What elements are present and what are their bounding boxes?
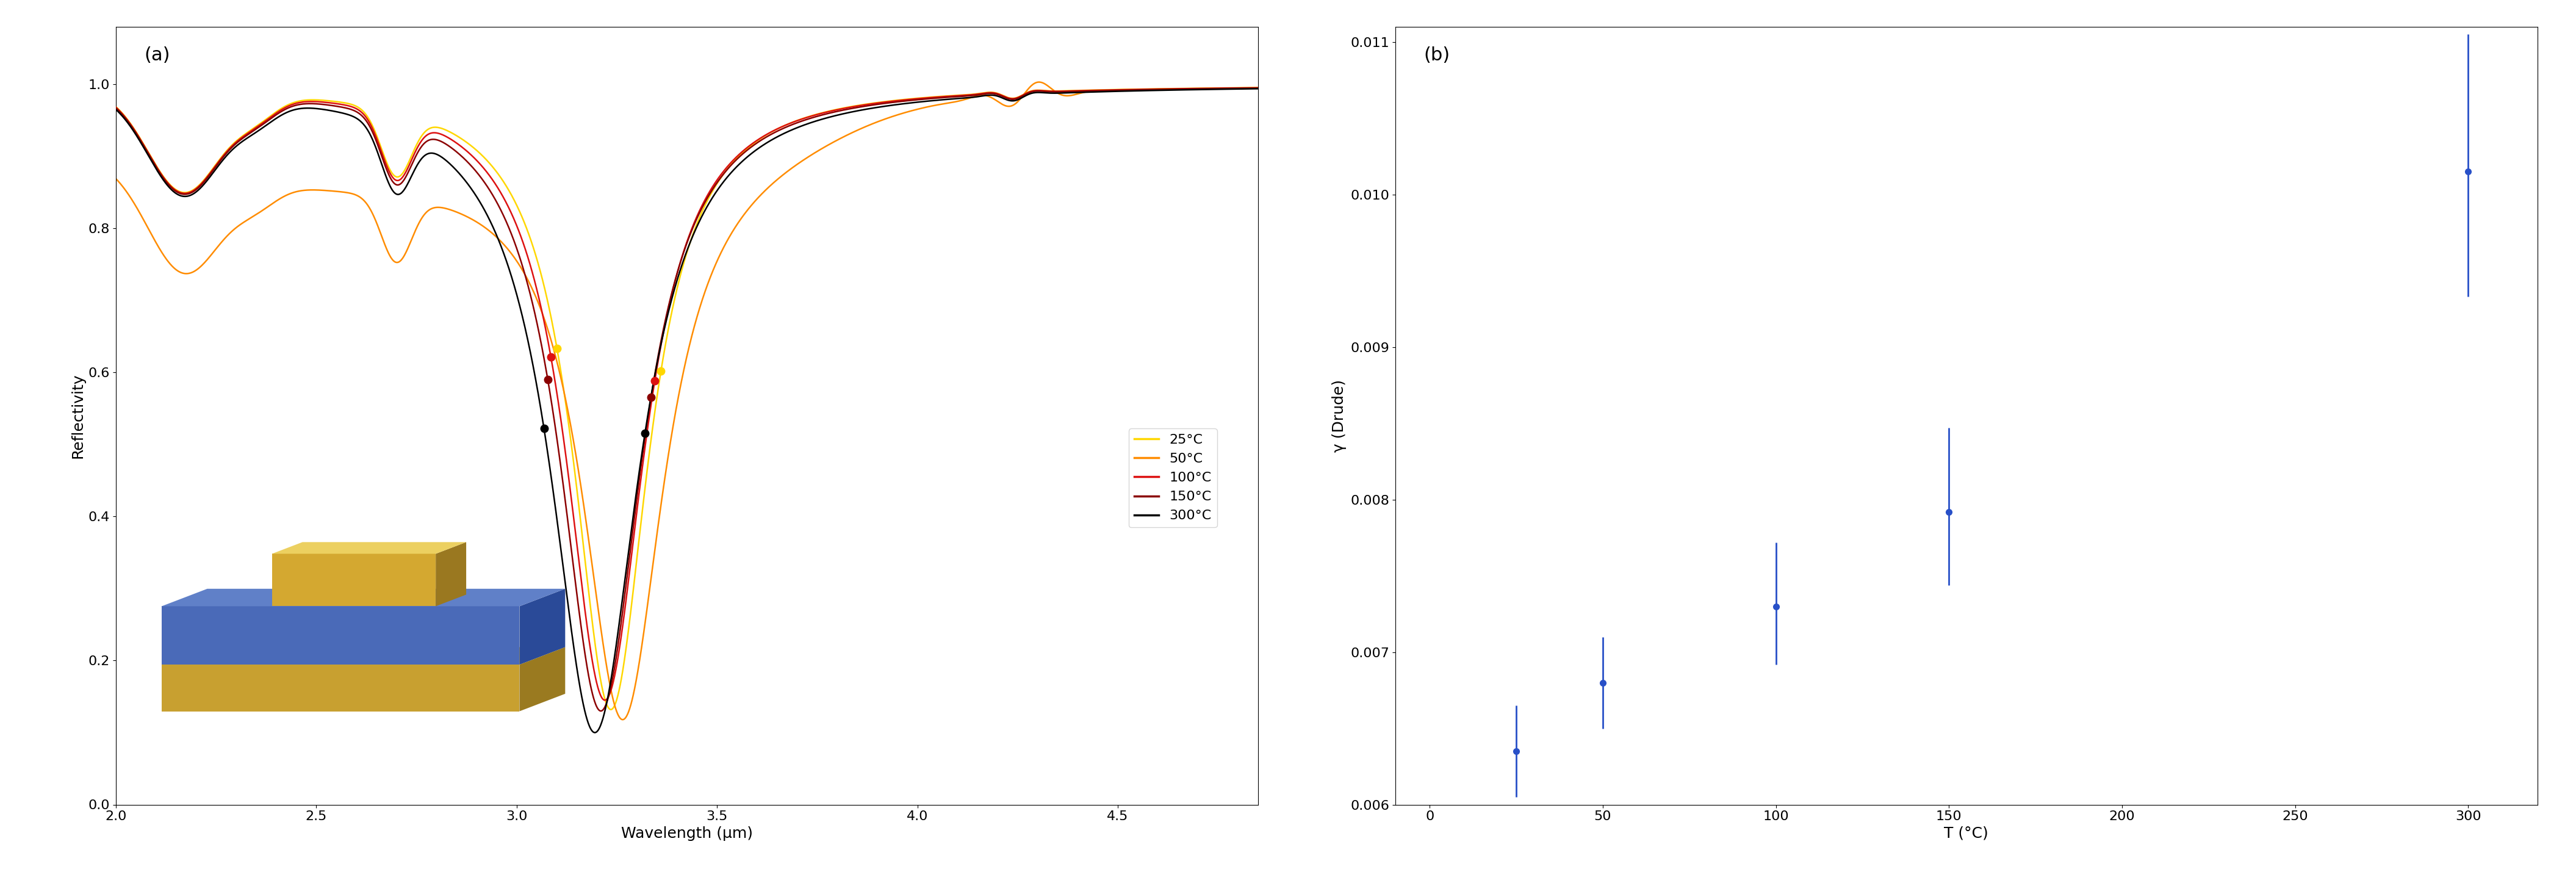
150°C bbox=[232, 131, 263, 141]
100°C bbox=[1097, 85, 1128, 96]
Text: (b): (b) bbox=[1425, 46, 1450, 64]
Text: (a): (a) bbox=[144, 46, 170, 64]
150°C bbox=[585, 705, 616, 716]
50°C bbox=[299, 184, 330, 195]
300°C bbox=[1242, 83, 1273, 94]
100°C bbox=[590, 695, 621, 705]
300°C bbox=[232, 133, 263, 144]
Line: 100°C: 100°C bbox=[116, 88, 1257, 700]
100°C bbox=[299, 97, 330, 107]
100°C bbox=[1221, 82, 1252, 93]
150°C bbox=[1221, 83, 1252, 94]
Y-axis label: Reflectivity: Reflectivity bbox=[70, 373, 85, 459]
100°C bbox=[538, 369, 569, 380]
150°C bbox=[1097, 85, 1128, 96]
Line: 50°C: 50°C bbox=[116, 82, 1257, 720]
50°C bbox=[100, 173, 131, 184]
Line: 300°C: 300°C bbox=[116, 89, 1257, 732]
300°C bbox=[299, 103, 330, 114]
Legend: 25°C, 50°C, 100°C, 150°C, 300°C: 25°C, 50°C, 100°C, 150°C, 300°C bbox=[1128, 428, 1216, 527]
100°C bbox=[1242, 82, 1273, 93]
50°C bbox=[587, 641, 618, 652]
Line: 25°C: 25°C bbox=[116, 88, 1257, 710]
25°C bbox=[1097, 84, 1128, 95]
25°C bbox=[232, 128, 263, 139]
150°C bbox=[100, 103, 131, 114]
300°C bbox=[100, 105, 131, 115]
50°C bbox=[538, 345, 569, 356]
150°C bbox=[587, 704, 618, 714]
300°C bbox=[587, 710, 618, 721]
25°C bbox=[1221, 82, 1252, 93]
50°C bbox=[608, 714, 639, 725]
100°C bbox=[587, 695, 618, 705]
25°C bbox=[1242, 82, 1273, 93]
100°C bbox=[100, 102, 131, 113]
X-axis label: Wavelength (μm): Wavelength (μm) bbox=[621, 826, 752, 840]
50°C bbox=[1097, 85, 1128, 96]
25°C bbox=[587, 688, 618, 699]
150°C bbox=[299, 98, 330, 109]
150°C bbox=[1242, 82, 1273, 93]
300°C bbox=[538, 492, 569, 502]
25°C bbox=[538, 326, 569, 337]
50°C bbox=[1023, 77, 1054, 88]
50°C bbox=[1221, 83, 1252, 94]
50°C bbox=[1242, 82, 1273, 93]
X-axis label: T (°C): T (°C) bbox=[1945, 826, 1989, 840]
150°C bbox=[538, 413, 569, 424]
25°C bbox=[595, 704, 626, 715]
300°C bbox=[1097, 86, 1128, 97]
Y-axis label: γ (Drude): γ (Drude) bbox=[1332, 379, 1347, 452]
100°C bbox=[232, 129, 263, 139]
Line: 150°C: 150°C bbox=[116, 88, 1257, 711]
25°C bbox=[100, 101, 131, 112]
300°C bbox=[580, 727, 611, 738]
300°C bbox=[1221, 84, 1252, 95]
25°C bbox=[299, 95, 330, 105]
50°C bbox=[232, 215, 263, 226]
